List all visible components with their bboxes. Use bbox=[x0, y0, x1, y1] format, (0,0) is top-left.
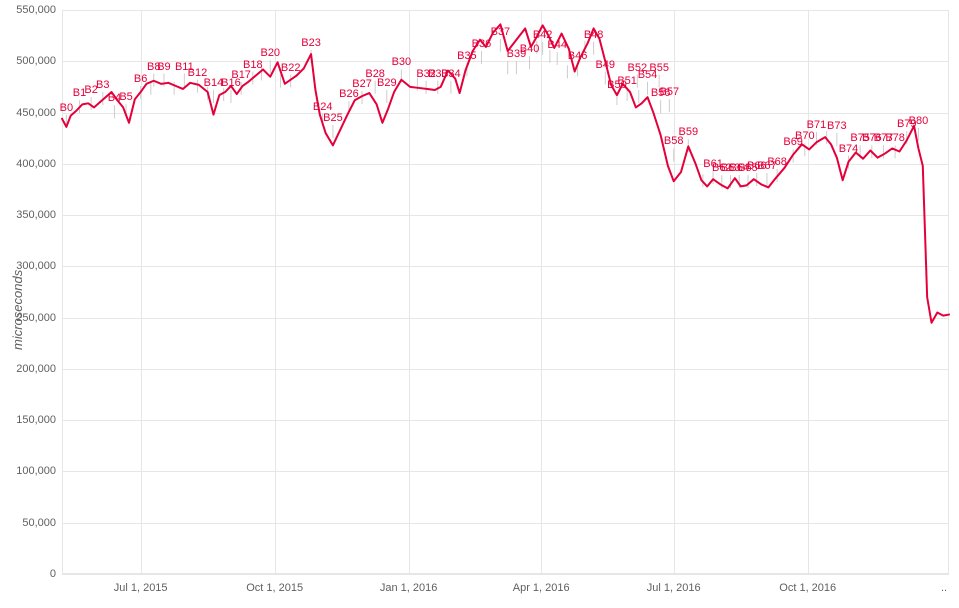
microseconds-chart: microseconds 050,000100,000150,000200,00… bbox=[0, 0, 959, 608]
series-line bbox=[62, 24, 949, 322]
chart-svg bbox=[0, 0, 959, 608]
